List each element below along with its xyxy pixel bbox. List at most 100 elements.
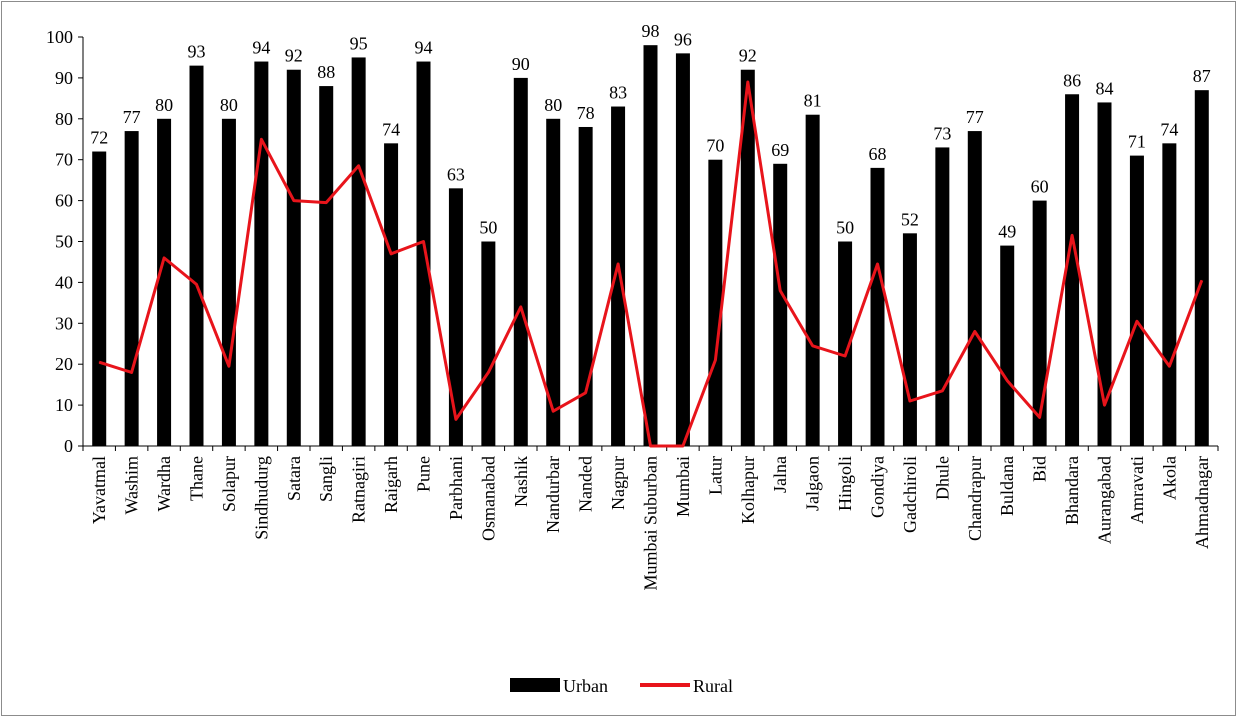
rural-point bbox=[131, 371, 133, 373]
urban-data-label: 78 bbox=[577, 103, 595, 123]
urban-bar bbox=[1162, 143, 1177, 446]
category-label: Pune bbox=[414, 456, 434, 492]
category-label: Raigarh bbox=[381, 456, 401, 513]
category-label: Gondiya bbox=[868, 456, 888, 518]
urban-bar bbox=[675, 53, 690, 447]
urban-bar bbox=[643, 45, 658, 447]
legend: Urban Rural bbox=[510, 676, 733, 696]
rural-point bbox=[941, 390, 943, 392]
urban-data-label: 71 bbox=[1128, 132, 1146, 152]
urban-bars bbox=[92, 45, 1209, 447]
rural-point bbox=[1104, 404, 1105, 406]
category-label: Nanded bbox=[576, 456, 596, 512]
rural-point bbox=[747, 81, 749, 83]
urban-bar bbox=[935, 147, 950, 446]
category-label: Mumbai Suburban bbox=[641, 456, 661, 591]
urban-bar bbox=[546, 118, 561, 447]
urban-data-label: 50 bbox=[479, 218, 497, 238]
category-label: Kolhapur bbox=[738, 456, 758, 524]
urban-data-label: 69 bbox=[771, 140, 789, 160]
y-tick-label: 70 bbox=[55, 150, 73, 170]
rural-point bbox=[585, 392, 587, 394]
urban-bar bbox=[838, 241, 853, 446]
urban-bar bbox=[157, 118, 172, 447]
urban-data-label: 74 bbox=[1160, 119, 1178, 139]
urban-bar bbox=[448, 188, 463, 446]
urban-data-label: 83 bbox=[609, 83, 627, 103]
urban-bar bbox=[1194, 90, 1209, 447]
urban-data-label: 80 bbox=[220, 95, 238, 115]
rural-point bbox=[1039, 416, 1041, 418]
category-label: Nagpur bbox=[608, 456, 628, 510]
rural-point bbox=[423, 241, 424, 242]
urban-bar bbox=[740, 69, 755, 446]
rural-point bbox=[779, 290, 781, 292]
rural-point bbox=[877, 263, 878, 265]
urban-data-label: 60 bbox=[1031, 177, 1049, 197]
category-label: Jalgaon bbox=[803, 456, 823, 511]
rural-point bbox=[325, 202, 327, 204]
urban-bar bbox=[254, 61, 269, 446]
urban-data-label: 98 bbox=[642, 21, 660, 41]
category-label: Aurangabad bbox=[1095, 456, 1115, 544]
rural-point bbox=[196, 283, 197, 285]
urban-bar bbox=[481, 241, 496, 446]
rural-point bbox=[293, 200, 295, 202]
rural-point bbox=[1071, 234, 1073, 236]
rural-point bbox=[163, 257, 165, 259]
y-tick-label: 60 bbox=[55, 191, 73, 211]
urban-bar bbox=[708, 159, 723, 446]
urban-data-label: 96 bbox=[674, 29, 692, 49]
urban-bar bbox=[1129, 155, 1144, 447]
urban-data-label: 49 bbox=[998, 222, 1016, 242]
rural-point bbox=[260, 138, 262, 140]
urban-data-label: 70 bbox=[706, 136, 724, 156]
rural-point bbox=[390, 253, 392, 255]
urban-bar bbox=[902, 233, 917, 446]
rural-point bbox=[455, 418, 457, 420]
y-tick-label: 90 bbox=[55, 68, 73, 88]
urban-data-label: 94 bbox=[415, 38, 433, 58]
category-label: Latur bbox=[705, 456, 725, 495]
data-labels: 72 77 80 93 80 94 92 88 95 74 94 63 50 90 80 78 83 98 96 70… bbox=[90, 21, 1211, 241]
rural-point bbox=[844, 355, 846, 357]
category-label: Thane bbox=[187, 456, 207, 501]
category-label: Ratnagiri bbox=[349, 456, 369, 523]
category-label: Wardha bbox=[154, 456, 174, 512]
rural-point bbox=[650, 445, 651, 447]
urban-data-label: 68 bbox=[869, 144, 887, 164]
category-label: Parbhani bbox=[446, 456, 466, 520]
legend-urban-swatch bbox=[510, 678, 560, 692]
category-label: Nashik bbox=[511, 456, 531, 507]
category-label: Jalna bbox=[770, 456, 790, 493]
urban-bar bbox=[870, 167, 885, 446]
rural-point bbox=[98, 361, 100, 363]
y-tick-label: 80 bbox=[55, 109, 73, 129]
urban-bar bbox=[1000, 245, 1015, 446]
urban-bar bbox=[1032, 200, 1047, 446]
urban-data-label: 87 bbox=[1193, 66, 1211, 86]
urban-data-label: 92 bbox=[739, 46, 757, 66]
y-tick-label: 50 bbox=[55, 232, 73, 252]
urban-data-label: 81 bbox=[804, 91, 822, 111]
urban-bar bbox=[805, 114, 820, 447]
axes: 0 10 20 30 40 50 60 70 80 90 100 bbox=[46, 27, 1219, 456]
urban-data-label: 52 bbox=[901, 209, 919, 229]
y-tick-label: 40 bbox=[55, 272, 73, 292]
urban-data-label: 93 bbox=[188, 42, 206, 62]
urban-bar bbox=[513, 77, 528, 447]
category-label: Chandrapur bbox=[965, 456, 985, 541]
rural-point bbox=[812, 345, 814, 347]
urban-data-label: 94 bbox=[252, 38, 270, 58]
urban-bar bbox=[416, 61, 431, 446]
category-label: Gadchiroli bbox=[900, 456, 920, 533]
rural-point bbox=[552, 410, 554, 412]
urban-data-label: 92 bbox=[285, 46, 303, 66]
category-label: Ahmadnagar bbox=[1192, 456, 1212, 549]
legend-urban-label: Urban bbox=[563, 676, 608, 696]
category-label: Buldana bbox=[997, 456, 1017, 516]
urban-bar bbox=[578, 126, 593, 446]
urban-data-label: 72 bbox=[90, 128, 108, 148]
urban-bar bbox=[221, 118, 236, 447]
